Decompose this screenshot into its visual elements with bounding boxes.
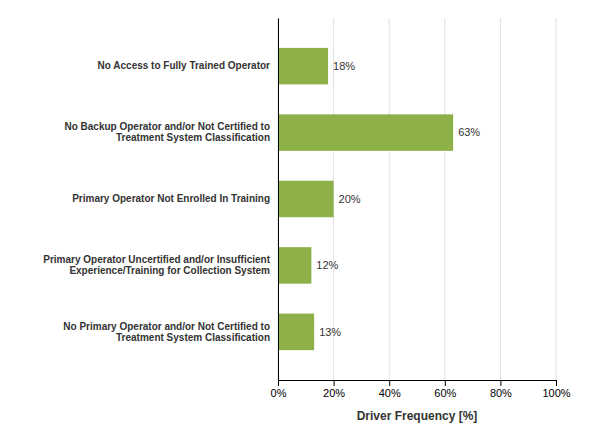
x-axis-line bbox=[279, 381, 557, 387]
bar bbox=[278, 181, 334, 218]
bars bbox=[278, 48, 453, 350]
y-tick-label: No Primary Operator and/or Not Certified… bbox=[63, 321, 270, 343]
y-tick-label: No Backup Operator and/or Not Certified … bbox=[64, 121, 270, 143]
y-tick-label: Primary Operator Uncertified and/or Insu… bbox=[43, 254, 270, 276]
x-tick-mark bbox=[445, 380, 446, 386]
y-tick-label-line: No Backup Operator and/or Not Certified … bbox=[64, 121, 270, 132]
y-tick: Primary Operator Not Enrolled In Trainin… bbox=[72, 193, 270, 204]
grid-line bbox=[500, 18, 501, 380]
y-tick: Primary Operator Uncertified and/or Insu… bbox=[43, 254, 270, 276]
x-tick-mark bbox=[556, 380, 557, 386]
data-label: 20% bbox=[339, 193, 361, 205]
x-tick-mark bbox=[278, 380, 279, 386]
x-tick: 100% bbox=[542, 380, 570, 399]
bar bbox=[278, 247, 311, 284]
x-tick: 20% bbox=[323, 380, 345, 399]
y-tick-label-line: Treatment System Classification bbox=[116, 332, 270, 343]
x-tick-mark bbox=[500, 380, 501, 386]
grid-line bbox=[389, 18, 390, 380]
y-tick-label-line: Primary Operator Uncertified and/or Insu… bbox=[43, 254, 270, 265]
y-tick-label-line: Experience/Training for Collection Syste… bbox=[69, 265, 270, 276]
x-tick: 40% bbox=[379, 380, 401, 399]
x-tick-label: 40% bbox=[379, 387, 401, 399]
data-label: 12% bbox=[316, 259, 338, 271]
y-axis-line bbox=[278, 19, 279, 381]
data-labels: 13% 12% 20% 63% 18% bbox=[316, 60, 480, 338]
plot: 0% 20% 40% 60% 80% 100% No Primary Operator an… bbox=[43, 18, 571, 423]
y-axis: No Primary Operator and/or Not Certified… bbox=[43, 19, 278, 381]
x-tick: 80% bbox=[490, 380, 512, 399]
x-tick-mark bbox=[389, 380, 390, 386]
grid bbox=[278, 18, 556, 380]
data-label: 18% bbox=[333, 60, 355, 72]
x-tick-label: 20% bbox=[323, 387, 345, 399]
y-tick: No Access to Fully Trained Operator bbox=[98, 60, 271, 71]
data-label: 63% bbox=[458, 126, 480, 138]
x-tick-label: 80% bbox=[490, 387, 512, 399]
x-axis-title: Driver Frequency [%] bbox=[357, 409, 478, 423]
x-tick-label: 100% bbox=[542, 387, 570, 399]
y-tick-label-line: Treatment System Classification bbox=[116, 132, 270, 143]
x-axis: 0% 20% 40% 60% 80% 100% bbox=[271, 380, 571, 399]
grid-line bbox=[556, 18, 557, 380]
bar bbox=[278, 114, 453, 151]
y-tick-label-line: Primary Operator Not Enrolled In Trainin… bbox=[72, 193, 270, 204]
grid-line bbox=[444, 18, 445, 380]
bar bbox=[278, 48, 328, 85]
grid-line bbox=[278, 18, 279, 380]
x-tick-label: 60% bbox=[434, 387, 456, 399]
y-tick-label-line: No Primary Operator and/or Not Certified… bbox=[63, 321, 270, 332]
x-tick-mark bbox=[334, 380, 335, 386]
x-tick: 0% bbox=[271, 380, 287, 399]
x-tick: 60% bbox=[434, 380, 456, 399]
chart: 0% 20% 40% 60% 80% 100% No Primary Operator an… bbox=[0, 0, 590, 432]
y-tick-label: No Access to Fully Trained Operator bbox=[98, 60, 271, 71]
x-tick-label: 0% bbox=[271, 387, 287, 399]
y-tick: No Backup Operator and/or Not Certified … bbox=[64, 121, 270, 143]
bar bbox=[278, 314, 314, 351]
y-tick-label-line: No Access to Fully Trained Operator bbox=[98, 60, 271, 71]
y-tick: No Primary Operator and/or Not Certified… bbox=[63, 321, 270, 343]
y-tick-label: Primary Operator Not Enrolled In Trainin… bbox=[72, 193, 270, 204]
data-label: 13% bbox=[319, 326, 341, 338]
